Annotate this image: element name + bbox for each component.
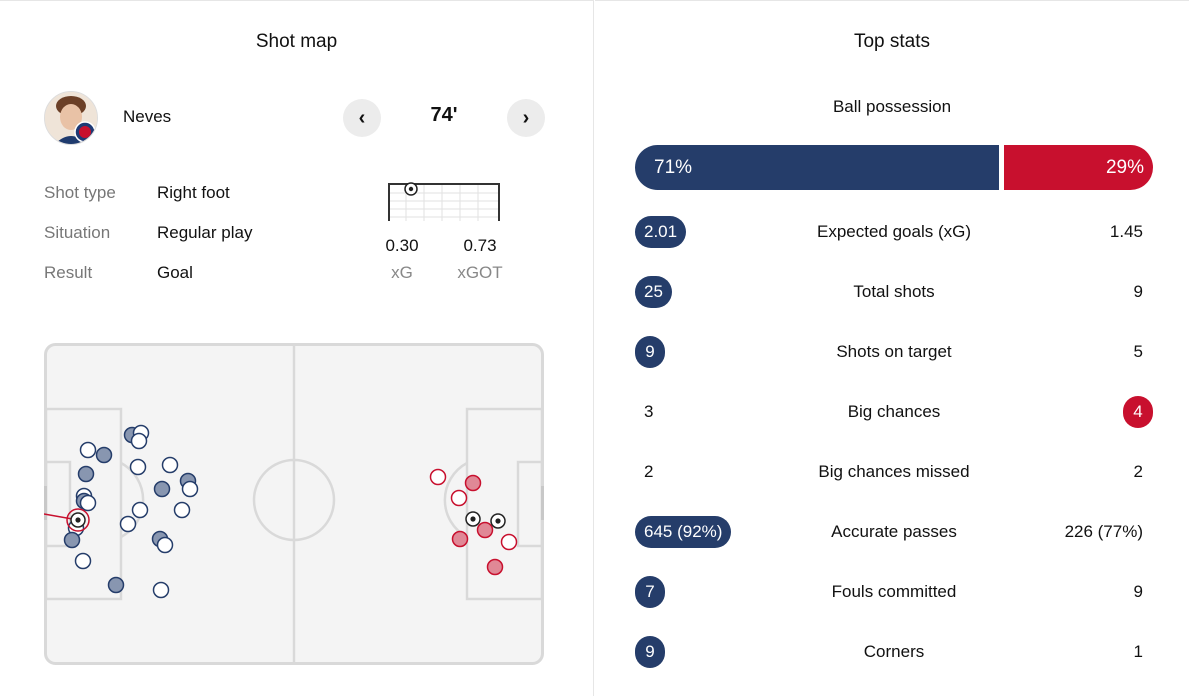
shot-marker[interactable] — [486, 558, 504, 576]
possession-home-value: 71% — [654, 156, 693, 178]
stat-label: Big chances missed — [818, 462, 970, 481]
stat-label: Total shots — [853, 282, 935, 301]
chevron-left-icon: ‹ — [358, 106, 366, 129]
shot-marker[interactable] — [130, 432, 148, 450]
stat-home-value: 9 — [635, 336, 665, 368]
shot-marker[interactable] — [153, 480, 171, 498]
shot-marker[interactable] — [476, 521, 494, 539]
stat-home-value: 25 — [635, 276, 672, 308]
shot-marker[interactable] — [63, 531, 81, 549]
stat-home-value: 2 — [644, 462, 654, 481]
xgot-label: xGOT — [457, 263, 503, 282]
shot-marker[interactable] — [464, 474, 482, 492]
stat-away-value: 9 — [1133, 282, 1143, 301]
shot-marker[interactable] — [77, 465, 95, 483]
shot-marker[interactable] — [451, 530, 469, 548]
possession-label: Ball possession — [832, 97, 952, 116]
stat-home-value: 9 — [635, 636, 665, 668]
stat-row-xg: 2.01 Expected goals (xG) 1.45 — [635, 216, 1153, 248]
player-name[interactable]: Neves — [123, 107, 172, 126]
shot-map-panel: Shot map Neves ‹ 74' › Shot type Right f… — [0, 0, 594, 696]
shot-map-pitch[interactable] — [44, 343, 544, 665]
next-shot-button[interactable]: › — [507, 99, 545, 137]
stat-label: Shots on target — [836, 342, 952, 361]
stat-row-big-chances: 3 Big chances 4 — [635, 396, 1153, 428]
chevron-right-icon: › — [522, 106, 530, 129]
stat-home-value: 645 (92%) — [635, 516, 732, 548]
stat-row-big-chances-missed: 2 Big chances missed 2 — [635, 456, 1153, 488]
top-stats-panel: Top stats Ball possession 71% 29% 2.01 E… — [595, 0, 1189, 696]
stat-home-value: 3 — [644, 402, 654, 421]
player-avatar[interactable] — [44, 91, 98, 145]
top-stats-title: Top stats — [853, 31, 931, 52]
shot-marker[interactable] — [156, 536, 174, 554]
stat-row-accurate-passes: 645 (92%) Accurate passes 226 (77%) — [635, 516, 1153, 548]
possession-away-value: 29% — [1105, 156, 1144, 178]
situation-label: Situation — [44, 223, 111, 242]
possession-away-bar: 29% — [1004, 145, 1153, 190]
xg-label: xG — [391, 263, 413, 282]
stat-home-value: 7 — [635, 576, 665, 608]
stat-label: Corners — [863, 642, 925, 661]
shot-type-label: Shot type — [44, 183, 116, 202]
stat-label: Big chances — [847, 402, 941, 421]
stat-label: Expected goals (xG) — [816, 222, 971, 241]
stat-row-fouls-committed: 7 Fouls committed 9 — [635, 576, 1153, 608]
shot-marker[interactable] — [79, 441, 97, 459]
goal-frame-graphic — [388, 182, 500, 221]
stat-home-value: 2.01 — [635, 216, 687, 248]
result-label: Result — [44, 263, 93, 282]
stat-away-value: 1 — [1133, 642, 1143, 661]
possession-home-bar: 71% — [635, 145, 999, 190]
stat-away-value: 1.45 — [1109, 222, 1143, 241]
shot-minute: 74' — [430, 104, 458, 126]
shot-marker[interactable] — [173, 501, 191, 519]
shot-marker[interactable] — [450, 489, 468, 507]
xgot-value: 0.73 — [463, 236, 497, 255]
stat-away-value: 226 (77%) — [1064, 522, 1143, 541]
result-value: Goal — [157, 263, 193, 282]
ball-icon — [404, 182, 418, 196]
previous-shot-button[interactable]: ‹ — [343, 99, 381, 137]
stat-away-value: 2 — [1133, 462, 1143, 481]
player-avatar-icon — [45, 92, 97, 144]
stat-label: Fouls committed — [831, 582, 957, 601]
stat-away-value: 4 — [1123, 396, 1153, 428]
stat-away-value: 5 — [1133, 342, 1143, 361]
situation-value: Regular play — [157, 223, 253, 242]
shot-marker[interactable] — [152, 581, 170, 599]
shot-marker[interactable] — [107, 576, 125, 594]
shot-marker[interactable] — [119, 515, 137, 533]
shot-marker[interactable] — [429, 468, 447, 486]
shot-type-value: Right foot — [157, 183, 230, 202]
stat-row-corners: 9 Corners 1 — [635, 636, 1153, 668]
shot-marker[interactable] — [500, 533, 518, 551]
shot-marker[interactable] — [79, 494, 97, 512]
stat-row-shots-on-target: 9 Shots on target 5 — [635, 336, 1153, 368]
shot-marker[interactable] — [129, 458, 147, 476]
shot-marker[interactable] — [131, 501, 149, 519]
stat-away-value: 9 — [1133, 582, 1143, 601]
selected-goal-ball-icon[interactable] — [70, 512, 86, 528]
away-goal-ball-icon — [465, 511, 506, 529]
xg-value: 0.30 — [385, 236, 419, 255]
shot-marker[interactable] — [181, 480, 199, 498]
shot-marker[interactable] — [161, 456, 179, 474]
shot-map-title: Shot map — [255, 31, 338, 52]
stat-row-total-shots: 25 Total shots 9 — [635, 276, 1153, 308]
shot-marker[interactable] — [95, 446, 113, 464]
shot-marker[interactable] — [74, 552, 92, 570]
